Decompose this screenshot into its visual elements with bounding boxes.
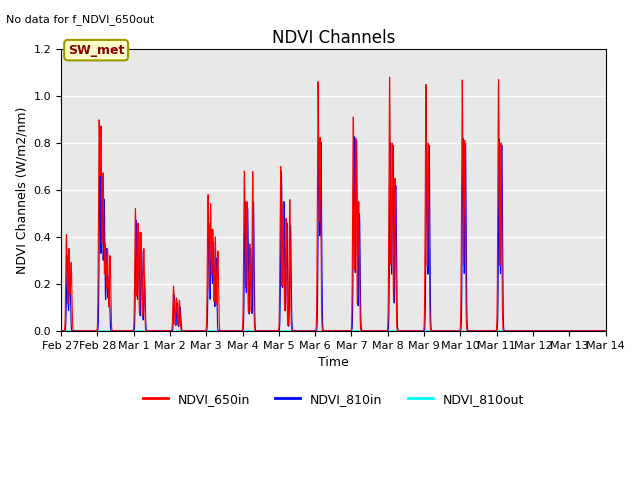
- Title: NDVI Channels: NDVI Channels: [271, 29, 395, 48]
- Text: SW_met: SW_met: [68, 44, 124, 57]
- X-axis label: Time: Time: [318, 356, 349, 369]
- Text: No data for f_NDVI_650out: No data for f_NDVI_650out: [6, 14, 155, 25]
- Y-axis label: NDVI Channels (W/m2/nm): NDVI Channels (W/m2/nm): [15, 106, 28, 274]
- Legend: NDVI_650in, NDVI_810in, NDVI_810out: NDVI_650in, NDVI_810in, NDVI_810out: [138, 388, 529, 411]
